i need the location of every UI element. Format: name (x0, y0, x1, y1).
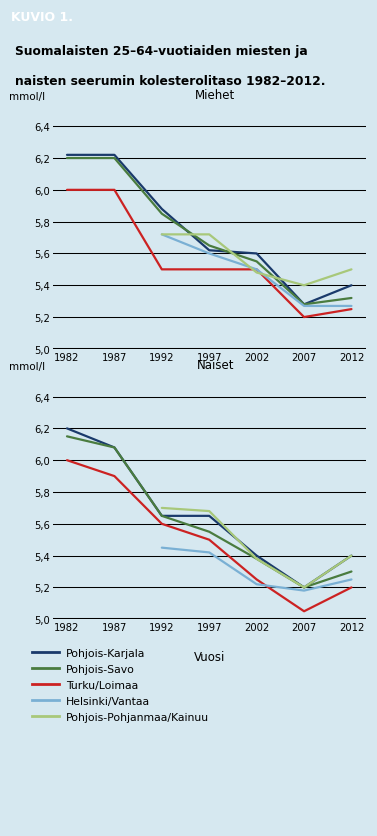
Text: naisten seerumin kolesterolitaso 1982–2012.: naisten seerumin kolesterolitaso 1982–20… (15, 75, 326, 88)
Text: Vuosi: Vuosi (193, 380, 225, 394)
Text: Suomalaisten 25–64-vuotiaiden miesten ja: Suomalaisten 25–64-vuotiaiden miesten ja (15, 45, 308, 59)
Text: Naiset: Naiset (197, 359, 234, 372)
Legend: Pohjois-Karjala, Pohjois-Savo, Turku/Loimaa, Helsinki/Vantaa, Pohjois-Pohjanmaa/: Pohjois-Karjala, Pohjois-Savo, Turku/Loi… (28, 644, 213, 726)
Text: KUVIO 1.: KUVIO 1. (11, 11, 73, 24)
Text: Miehet: Miehet (195, 89, 236, 102)
Text: mmol/l: mmol/l (9, 92, 45, 102)
Text: mmol/l: mmol/l (9, 362, 45, 372)
Text: Vuosi: Vuosi (193, 650, 225, 664)
